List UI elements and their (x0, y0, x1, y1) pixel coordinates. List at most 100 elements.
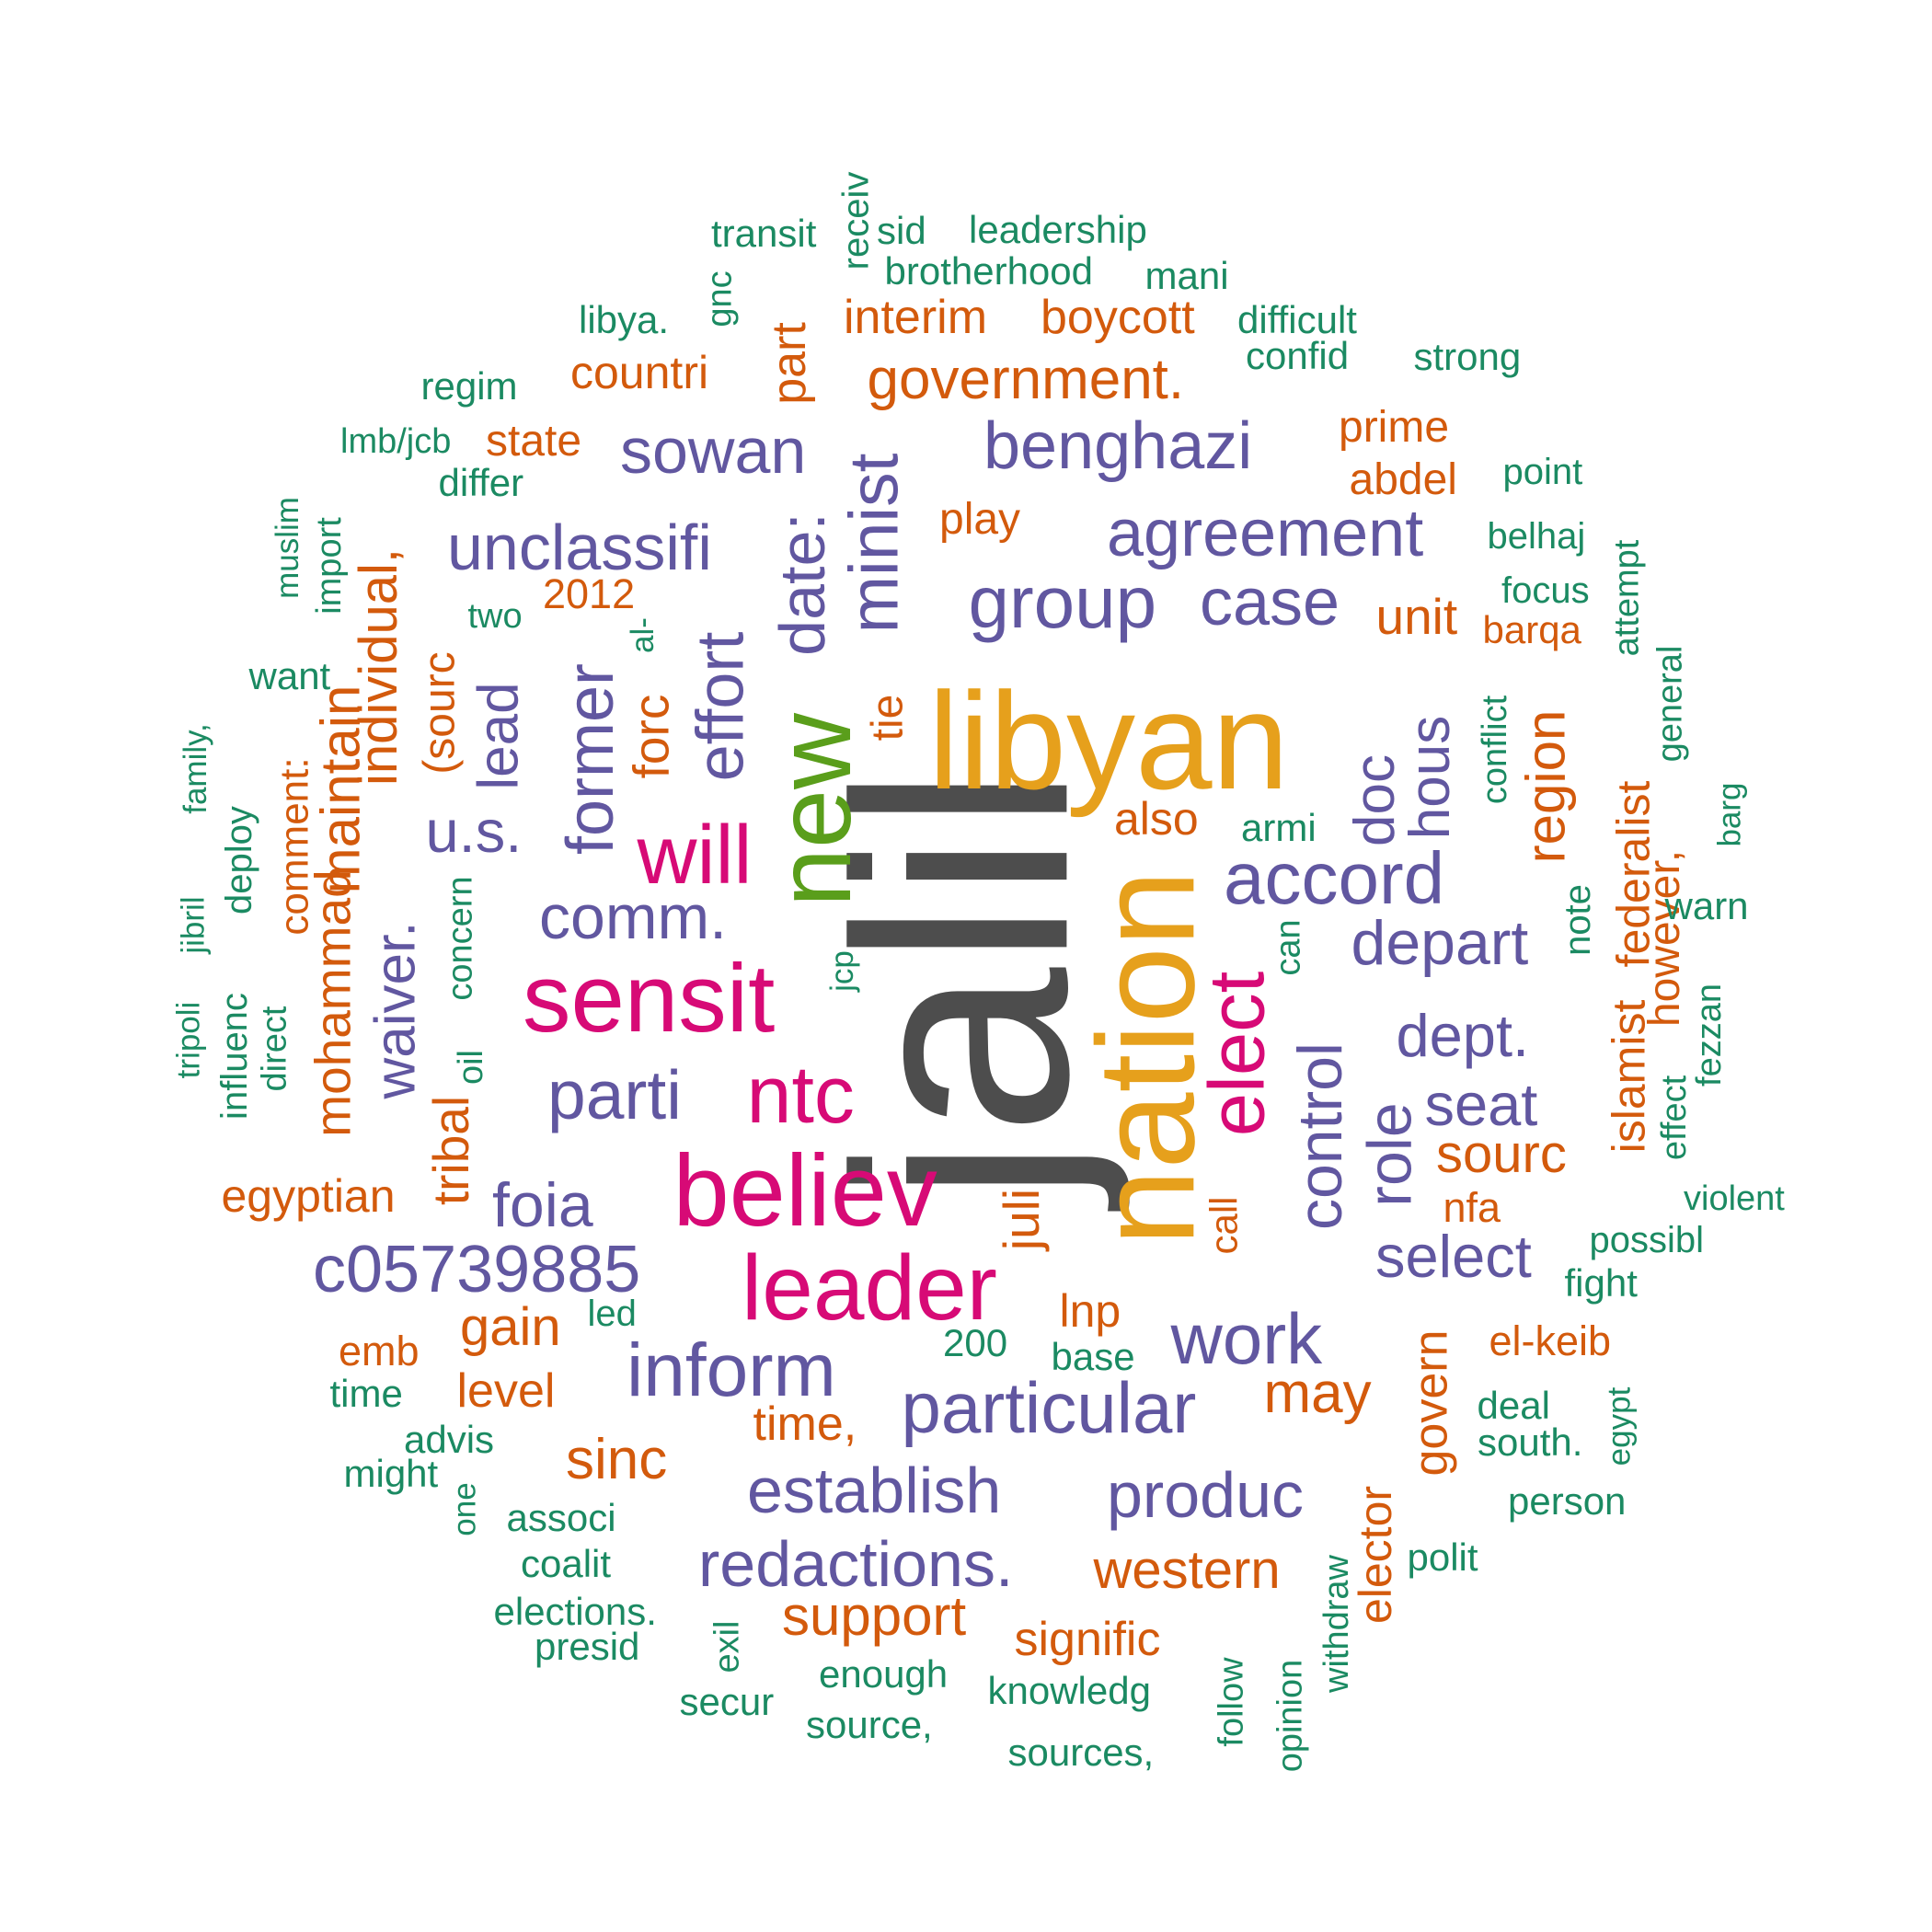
word-source: source, (806, 1703, 933, 1746)
word-advis: advis (404, 1418, 495, 1461)
word-accord: accord (1224, 837, 1445, 919)
word-jibril: jibril (175, 895, 212, 954)
word-unit: unit (1375, 587, 1458, 645)
word-prime: prime (1339, 403, 1450, 452)
word-role: role (1354, 1102, 1425, 1207)
word-ntc: ntc (746, 1049, 855, 1140)
word-u-s: u.s. (425, 797, 523, 865)
word-focus: focus (1501, 570, 1590, 611)
word-regim: regim (420, 364, 518, 408)
word-sowan: sowan (620, 415, 807, 487)
word-belhaj: belhaj (1487, 516, 1586, 557)
word-maintain: maintain (308, 684, 371, 894)
word-transit: transit (711, 212, 817, 255)
word-depart: depart (1351, 908, 1529, 978)
word-follow: follow (1212, 1657, 1251, 1747)
word-family: family, (177, 722, 213, 814)
word-sinc: sinc (566, 1428, 668, 1491)
word-fight: fight (1564, 1261, 1638, 1305)
word-juli: juli (992, 1188, 1050, 1250)
word-warn: warn (1664, 884, 1749, 927)
word-interim: interim (844, 291, 988, 344)
word-region: region (1513, 709, 1576, 864)
word-tripoli: tripoli (170, 1001, 207, 1078)
word-lnp: lnp (1059, 1285, 1121, 1337)
word-particular: particular (901, 1367, 1197, 1448)
word-lmb-jcb: lmb/jcb (340, 422, 452, 461)
word-armi: armi (1241, 806, 1317, 849)
word-elector: elector (1350, 1485, 1402, 1625)
word-work: work (1170, 1298, 1323, 1379)
word-dept: dept. (1396, 1001, 1530, 1069)
word-case: case (1200, 566, 1340, 639)
word-sources: sources, (1007, 1731, 1155, 1774)
word-jcp: jcp (823, 949, 860, 992)
word-enough: enough (819, 1652, 949, 1696)
word-control: control (1285, 1041, 1356, 1231)
word-comm: comm. (539, 882, 727, 952)
word-sensit: sensit (523, 944, 776, 1052)
word-two: two (467, 597, 523, 636)
word-oil: oil (452, 1049, 491, 1086)
word-deal: deal (1477, 1384, 1550, 1427)
word-effect: effect (1655, 1075, 1695, 1161)
word-brotherhood: brotherhood (884, 249, 1094, 293)
word-unclassifi: unclassifi (447, 512, 712, 583)
word-al: al- (624, 616, 661, 653)
word-might: might (343, 1452, 439, 1495)
word-possibl: possibl (1589, 1220, 1705, 1260)
word-libyan: libyan (928, 663, 1289, 818)
word-benghazi: benghazi (983, 409, 1253, 483)
word-may: may (1263, 1362, 1372, 1425)
word-select: select (1375, 1222, 1532, 1290)
word-gain: gain (460, 1297, 561, 1357)
word-barqa: barqa (1482, 608, 1581, 651)
word-elect: elect (1193, 971, 1282, 1136)
word-note: note (1557, 884, 1598, 956)
word-doc: doc (1342, 754, 1407, 846)
word-point: point (1502, 452, 1583, 492)
word-sourc: (sourc (415, 651, 465, 775)
word-presid: presid (535, 1625, 640, 1668)
word-mani: mani (1144, 254, 1229, 297)
word-also: also (1114, 793, 1199, 845)
word-government: government. (867, 348, 1185, 411)
word-deploy: deploy (218, 806, 259, 914)
word-exil: exil (707, 1620, 747, 1673)
word-seat: seat (1424, 1070, 1538, 1138)
word-direct: direct (254, 1006, 293, 1092)
word-polit: polit (1407, 1535, 1478, 1579)
word-muslim: muslim (269, 496, 305, 599)
word-effort: effort (683, 631, 757, 782)
word-produc: produc (1107, 1459, 1305, 1531)
word-confid: confid (1246, 334, 1350, 377)
word-time: time (329, 1372, 403, 1415)
word-led: led (587, 1294, 637, 1334)
word-establish: establish (747, 1455, 1002, 1526)
word-can: can (1269, 919, 1308, 976)
word-redactions: redactions. (698, 1528, 1014, 1600)
word-import: import (309, 517, 349, 615)
word-support: support (782, 1585, 967, 1647)
word-forc: forc (622, 694, 680, 778)
word-2012: 2012 (543, 569, 636, 617)
word-time: time, (753, 1397, 857, 1451)
word-hous: hous (1398, 715, 1463, 840)
word-200: 200 (943, 1321, 1008, 1364)
word-part: part (762, 322, 816, 405)
word-base: base (1051, 1335, 1135, 1378)
word-state: state (486, 417, 582, 466)
word-nfa: nfa (1443, 1183, 1501, 1231)
word-signific: signific (1014, 1613, 1161, 1666)
word-opinion: opinion (1270, 1659, 1309, 1773)
word-countri: countri (570, 347, 709, 398)
word-one: one (446, 1481, 483, 1536)
word-concern: concern (441, 876, 480, 1001)
word-knowledg: knowledg (987, 1669, 1151, 1712)
word-leader: leader (742, 1236, 997, 1340)
word-emb: emb (339, 1327, 420, 1374)
word-fezzan: fezzan (1689, 983, 1729, 1087)
word-new: new (754, 712, 873, 907)
word-elections: elections. (493, 1590, 657, 1633)
